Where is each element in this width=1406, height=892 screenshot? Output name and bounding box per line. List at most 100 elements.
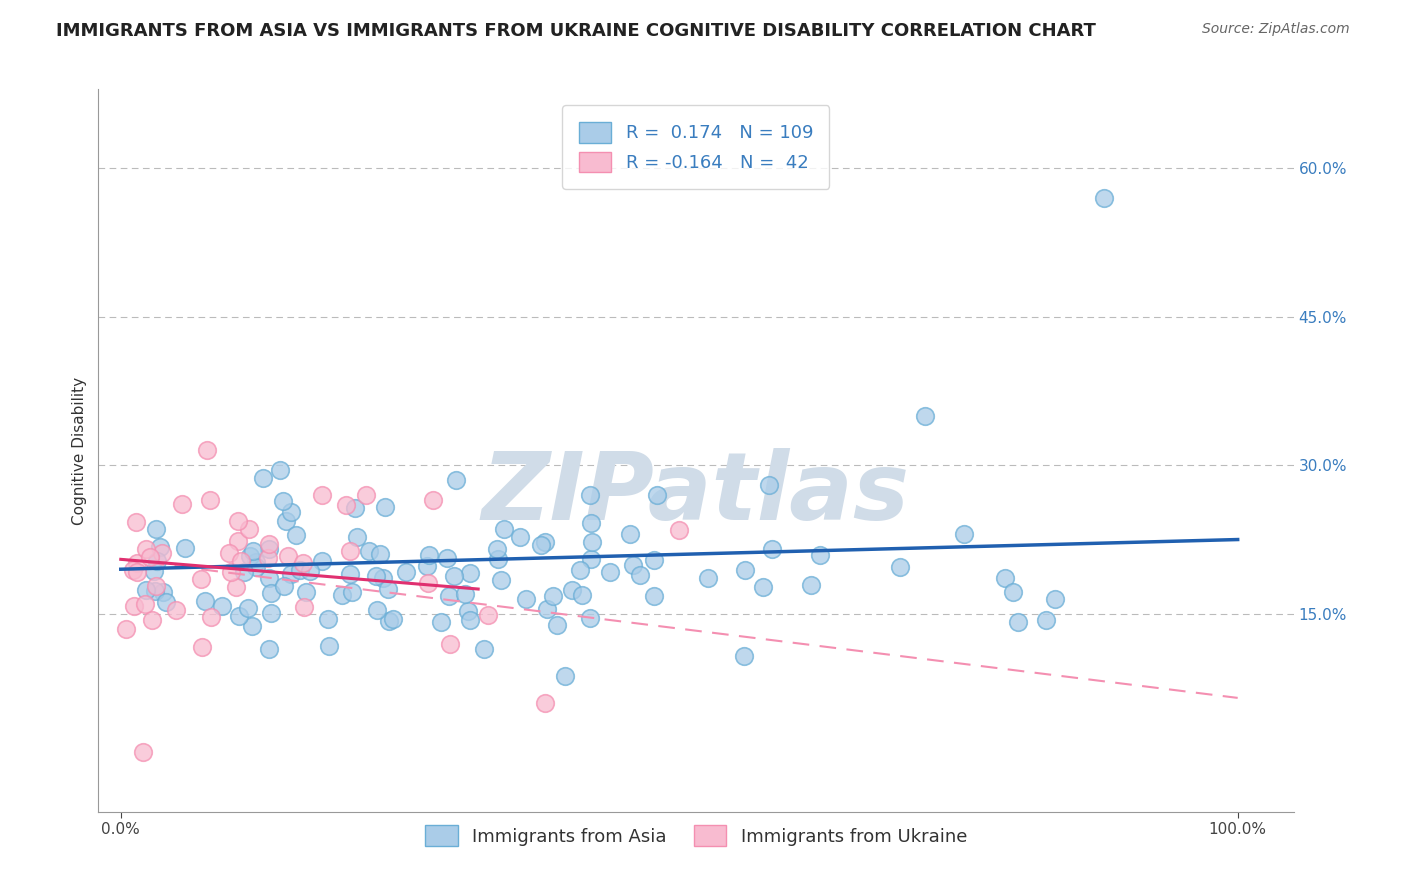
Point [578, 611, 600, 625]
Point [145, 579, 167, 593]
Point [114, 622, 136, 636]
Point [257, 641, 280, 656]
Point [808, 548, 831, 562]
Point [364, 569, 387, 583]
Point [269, 463, 291, 477]
Point [485, 541, 508, 556]
Point [1045, 591, 1067, 606]
Point [298, 564, 321, 578]
Point [377, 582, 399, 596]
Point [382, 612, 405, 626]
Point [1001, 585, 1024, 599]
Point [228, 609, 250, 624]
Point [228, 533, 250, 548]
Point [374, 500, 396, 515]
Point [418, 548, 440, 562]
Point [357, 544, 380, 558]
Point [143, 583, 166, 598]
Point [259, 537, 281, 551]
Point [260, 606, 283, 620]
Point [139, 549, 162, 564]
Text: IMMIGRANTS FROM ASIA VS IMMIGRANTS FROM UKRAINE COGNITIVE DISABILITY CORRELATION: IMMIGRANTS FROM ASIA VS IMMIGRANTS FROM … [56, 22, 1097, 40]
Point [288, 563, 311, 577]
Point [628, 568, 651, 582]
Point [280, 567, 302, 582]
Legend: Immigrants from Asia, Immigrants from Ukraine: Immigrants from Asia, Immigrants from Uk… [418, 818, 974, 854]
Point [291, 556, 314, 570]
Point [135, 582, 157, 597]
Point [141, 614, 163, 628]
Point [274, 514, 297, 528]
Point [489, 573, 512, 587]
Point [132, 745, 155, 759]
Point [579, 551, 602, 566]
Point [368, 547, 391, 561]
Point [146, 554, 169, 568]
Point [541, 590, 564, 604]
Point [127, 566, 149, 580]
Point [554, 669, 576, 683]
Point [219, 565, 242, 579]
Point [509, 530, 531, 544]
Point [994, 571, 1017, 585]
Point [229, 554, 252, 568]
Point [439, 637, 461, 651]
Point [198, 492, 221, 507]
Point [579, 488, 602, 502]
Point [378, 614, 401, 628]
Point [571, 588, 593, 602]
Point [752, 580, 775, 594]
Point [800, 578, 823, 592]
Point [458, 566, 481, 580]
Point [145, 522, 167, 536]
Point [318, 639, 340, 653]
Point [533, 535, 555, 549]
Point [356, 488, 378, 502]
Point [418, 576, 440, 591]
Point [454, 587, 477, 601]
Point [914, 409, 936, 423]
Point [236, 601, 259, 615]
Point [457, 604, 479, 618]
Point [122, 599, 145, 614]
Point [1007, 615, 1029, 630]
Point [579, 516, 602, 530]
Point [257, 550, 280, 565]
Point [477, 608, 499, 623]
Point [259, 571, 281, 585]
Point [546, 617, 568, 632]
Point [195, 442, 218, 457]
Point [569, 563, 592, 577]
Point [226, 514, 249, 528]
Point [697, 571, 720, 585]
Point [284, 528, 307, 542]
Point [952, 527, 974, 541]
Point [561, 583, 583, 598]
Point [416, 559, 439, 574]
Point [292, 600, 315, 615]
Point [643, 590, 665, 604]
Point [472, 641, 495, 656]
Point [436, 551, 458, 566]
Point [534, 696, 557, 710]
Point [734, 563, 756, 577]
Point [143, 564, 166, 578]
Point [339, 566, 361, 581]
Point [121, 563, 143, 577]
Point [257, 541, 280, 556]
Point [530, 538, 553, 552]
Point [240, 619, 263, 633]
Point [460, 613, 482, 627]
Point [758, 478, 780, 492]
Point [344, 500, 367, 515]
Point [200, 610, 222, 624]
Point [486, 551, 509, 566]
Point [125, 515, 148, 529]
Point [599, 565, 621, 579]
Point [492, 522, 515, 536]
Point [194, 593, 217, 607]
Point [371, 571, 394, 585]
Point [273, 579, 295, 593]
Point [211, 599, 233, 613]
Point [619, 527, 641, 541]
